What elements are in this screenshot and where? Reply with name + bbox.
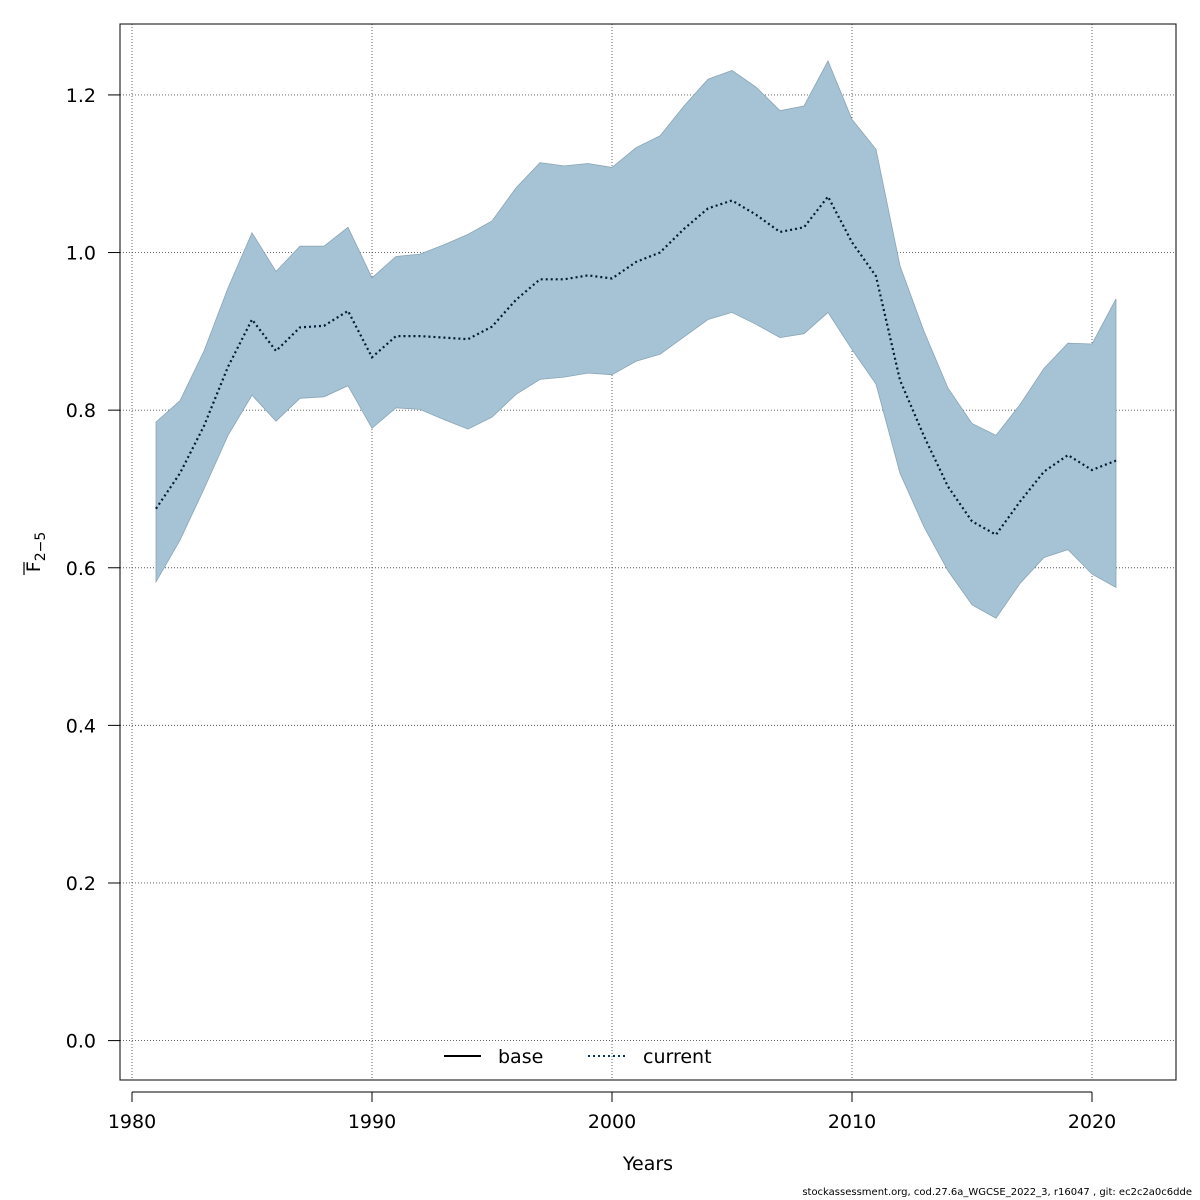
x-tick-label: 2010 xyxy=(828,1111,876,1133)
y-tick-label: 0.6 xyxy=(66,558,96,580)
x-tick-label: 1990 xyxy=(348,1111,396,1133)
y-tick-label: 1.0 xyxy=(66,243,96,265)
y-axis: 0.0 0.2 0.4 0.6 0.8 1.0 1.2 xyxy=(66,85,120,1053)
svg-text:F2−5: F2−5 xyxy=(23,532,49,572)
legend: base current xyxy=(444,1046,712,1068)
x-tick-label: 2000 xyxy=(588,1111,636,1133)
x-axis: 1980 1990 2000 2010 2020 xyxy=(108,1091,1116,1133)
grid-lines xyxy=(120,24,1176,1080)
confidence-band xyxy=(155,60,1117,619)
plot-frame xyxy=(119,23,1177,1081)
x-tick-label: 2020 xyxy=(1068,1111,1116,1133)
footer-credit: stockassessment.org, cod.27.6a_WGCSE_202… xyxy=(802,1187,1192,1198)
y-tick-label: 0.4 xyxy=(66,715,96,737)
y-axis-label: F2−5 xyxy=(23,532,49,575)
y-axis-label-subscript: 2−5 xyxy=(33,532,49,562)
y-axis-label-main: F xyxy=(23,561,45,572)
series-line-current xyxy=(155,194,1117,537)
y-tick-label: 0.8 xyxy=(66,400,96,422)
y-tick-label: 0.2 xyxy=(66,873,96,895)
legend-label-base: base xyxy=(498,1046,543,1068)
y-tick-label: 1.2 xyxy=(66,85,96,107)
legend-label-current: current xyxy=(643,1046,712,1068)
x-tick-label: 1980 xyxy=(108,1111,156,1133)
x-axis-label: Years xyxy=(622,1153,673,1175)
y-tick-label: 0.0 xyxy=(66,1031,96,1053)
